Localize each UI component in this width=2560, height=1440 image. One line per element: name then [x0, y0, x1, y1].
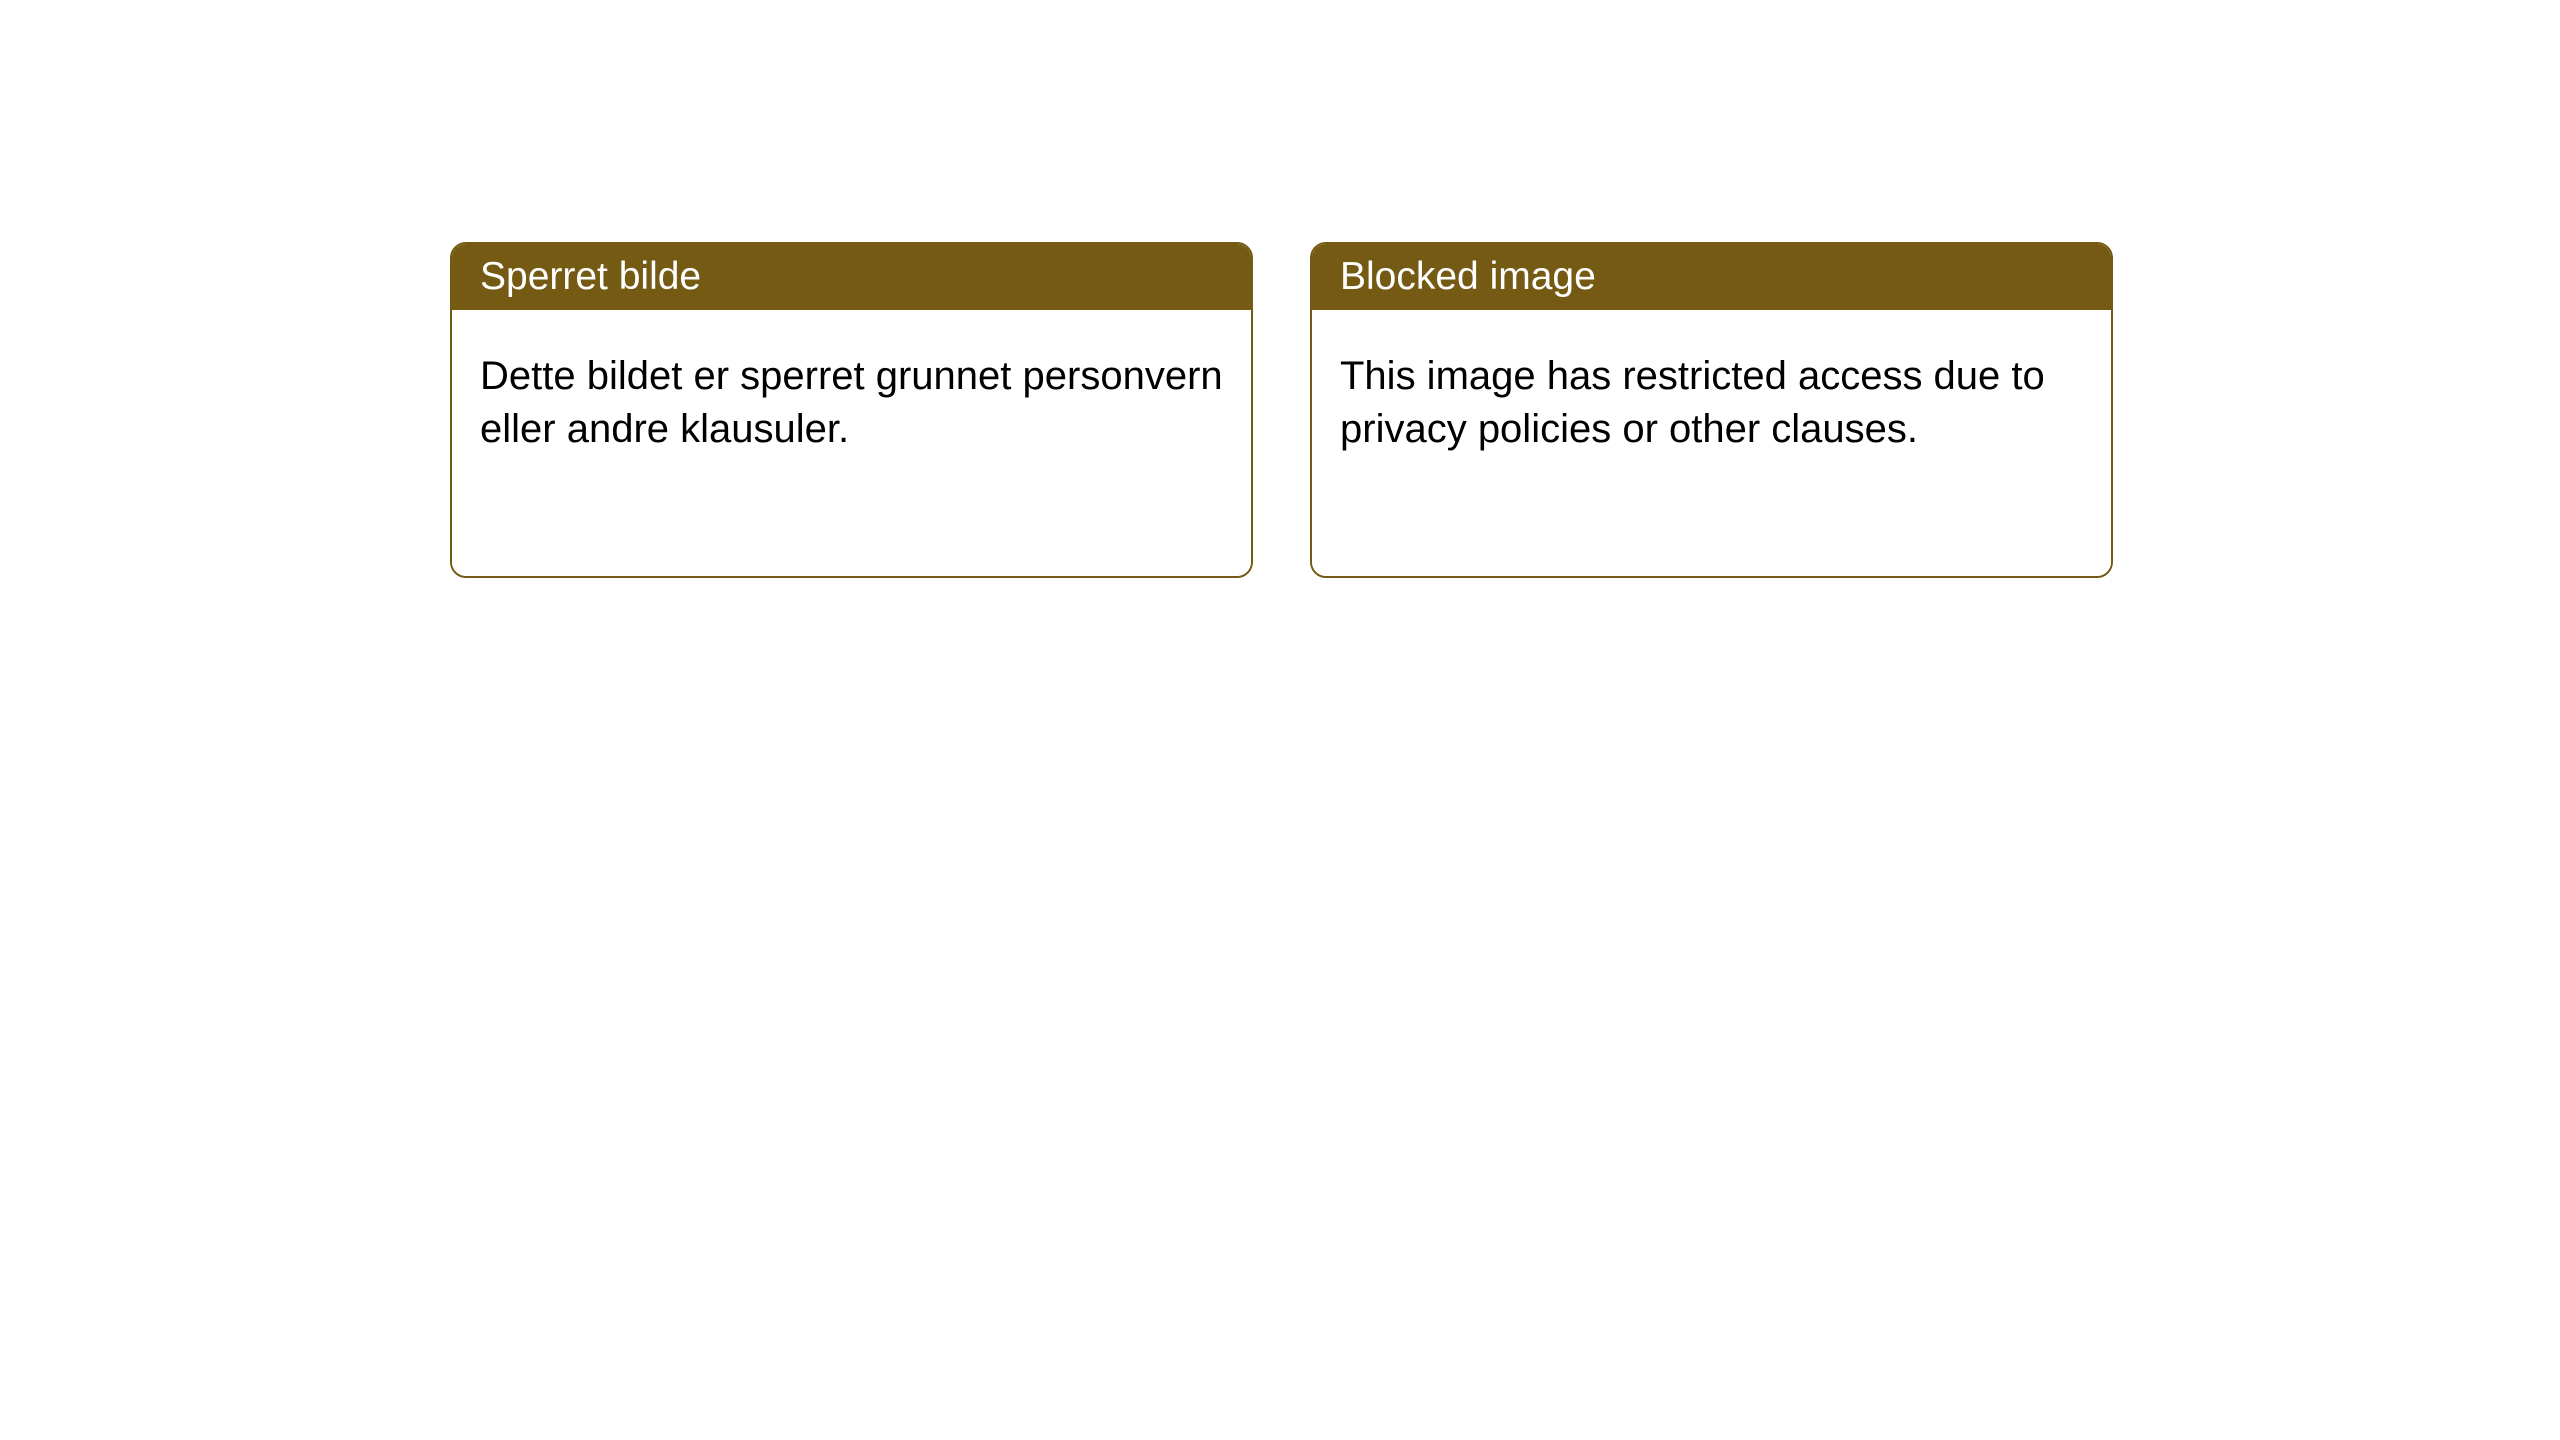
- card-header-no: Sperret bilde: [452, 244, 1251, 310]
- card-body-text-en: This image has restricted access due to …: [1340, 354, 2045, 451]
- card-header-en: Blocked image: [1312, 244, 2111, 310]
- card-blocked-image-en: Blocked image This image has restricted …: [1310, 242, 2113, 578]
- card-body-no: Dette bildet er sperret grunnet personve…: [452, 310, 1251, 576]
- cards-container: Sperret bilde Dette bildet er sperret gr…: [450, 242, 2113, 578]
- card-title-en: Blocked image: [1340, 255, 1596, 298]
- card-body-en: This image has restricted access due to …: [1312, 310, 2111, 576]
- card-blocked-image-no: Sperret bilde Dette bildet er sperret gr…: [450, 242, 1253, 578]
- card-body-text-no: Dette bildet er sperret grunnet personve…: [480, 354, 1223, 451]
- card-title-no: Sperret bilde: [480, 255, 701, 298]
